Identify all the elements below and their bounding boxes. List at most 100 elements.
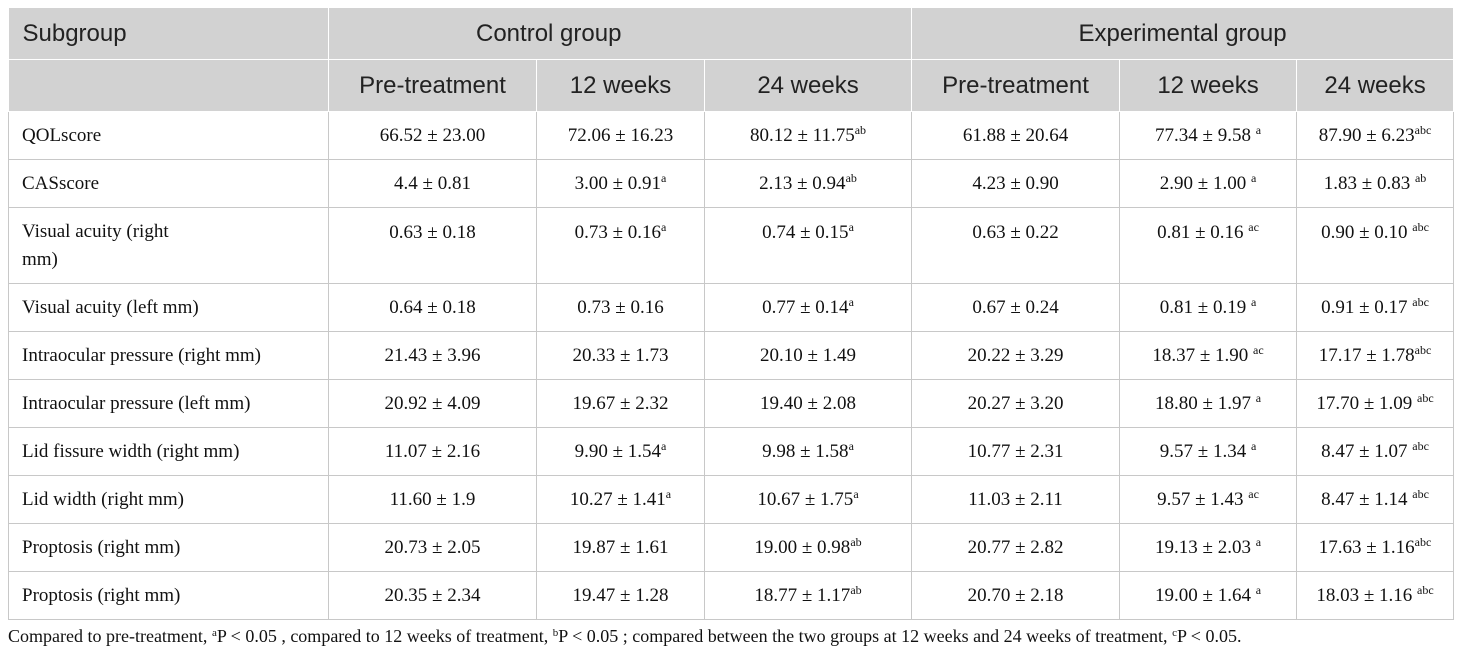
table-cell: 18.37 ± 1.90 ac — [1119, 331, 1298, 380]
cell-value: 19.00 ± 1.64 — [1155, 584, 1256, 606]
col-header-control-pre: Pre-treatment — [328, 59, 537, 112]
table-cell: 11.60 ± 1.9 — [328, 475, 537, 524]
cell-superscript: abc — [1417, 582, 1434, 597]
cell-value: 87.90 ± 6.23 — [1318, 124, 1415, 146]
cell-value: 77.34 ± 9.58 — [1155, 124, 1256, 146]
footnote-text: Compared to pre-treatment, — [8, 626, 212, 646]
table-row: Lid fissure width (right mm) 11.07 ± 2.16… — [8, 427, 1455, 476]
cell-value: 0.81 ± 0.16 — [1157, 222, 1249, 243]
table-row: QOLscore 66.52 ± 23.00 72.06 ± 16.23 80.12 … — [8, 111, 1455, 160]
table-cell: 0.81 ± 0.16 ac — [1119, 207, 1298, 284]
cell-value: 0.77 ± 0.14 — [762, 296, 849, 318]
cell-value: 18.37 ± 1.90 — [1152, 344, 1254, 366]
cell-value: 10.27 ± 1.41 — [569, 488, 666, 510]
table-cell: 0.91 ± 0.17 abc — [1296, 283, 1455, 332]
cell-value: 19.67 ± 2.32 — [572, 392, 669, 414]
cell-superscript: ab — [854, 122, 867, 137]
table-cell: 8.47 ± 1.07 abc — [1296, 427, 1455, 476]
footnote-sup: a — [211, 627, 217, 639]
cell-value: 66.52 ± 23.00 — [379, 124, 486, 146]
table-cell: 11.03 ± 2.11 — [911, 475, 1121, 524]
table-cell: 72.06 ± 16.23 — [536, 111, 705, 160]
table-cell: 0.63 ± 0.18 — [328, 207, 537, 284]
cell-value: 9.90 ± 1.54 — [574, 440, 662, 462]
header-blank-cell — [8, 59, 329, 112]
header-row-groups: Subgroup Control group Experimental grou… — [8, 8, 1455, 60]
table-cell: 4.23 ± 0.90 — [911, 159, 1121, 208]
table-cell: 80.12 ± 11.75ab — [703, 111, 913, 160]
table-cell: 17.17 ± 1.78abc — [1296, 331, 1455, 380]
table-cell: 18.80 ± 1.97 a — [1119, 379, 1298, 428]
cell-superscript: abc — [1414, 342, 1432, 357]
table-row: Visual acuity (right mm) 0.63 ± 0.18 0.73 … — [8, 207, 1455, 284]
table-cell: 20.10 ± 1.49 — [703, 331, 913, 380]
cell-value: 0.63 ± 0.22 — [972, 222, 1059, 243]
col-header-control-24w: 24 weeks — [704, 59, 913, 112]
cell-value: 61.88 ± 20.64 — [962, 124, 1069, 146]
table-cell: 20.35 ± 2.34 — [328, 571, 537, 620]
cell-superscript: ac — [1253, 342, 1264, 357]
cell-value: 20.73 ± 2.05 — [384, 536, 481, 558]
cell-value: 4.23 ± 0.90 — [972, 172, 1059, 194]
table-cell: 20.70 ± 2.18 — [911, 571, 1121, 620]
cell-superscript: ab — [1414, 170, 1427, 185]
cell-value: 9.57 ± 1.43 — [1157, 488, 1249, 510]
table-row: Proptosis (right mm) 20.73 ± 2.05 19.87 ± … — [8, 523, 1455, 572]
table-cell: 19.13 ± 2.03 a — [1119, 523, 1298, 572]
col-header-exp-12w: 12 weeks — [1119, 59, 1298, 112]
cell-superscript: ab — [845, 170, 857, 185]
row-label: CASscore — [8, 159, 329, 208]
cell-value: 9.98 ± 1.58 — [762, 440, 849, 462]
cell-value: 18.77 ± 1.17 — [754, 584, 851, 606]
table-cell: 0.73 ± 0.16 — [536, 283, 705, 332]
cell-superscript: ac — [1248, 220, 1259, 234]
cell-value: 72.06 ± 16.23 — [567, 124, 674, 146]
col-header-exp-24w: 24 weeks — [1296, 59, 1455, 112]
table-cell: 20.22 ± 3.29 — [911, 331, 1121, 380]
cell-value: 0.73 ± 0.16 — [577, 296, 664, 318]
cell-value: 19.13 ± 2.03 — [1155, 536, 1256, 558]
row-label: Intraocular pressure (left mm) — [8, 379, 329, 428]
cell-superscript: a — [661, 170, 667, 185]
cell-value: 19.87 ± 1.61 — [572, 536, 669, 558]
cell-value: 19.40 ± 2.08 — [760, 392, 856, 414]
cell-superscript: ab — [850, 534, 862, 549]
cell-value: 1.83 ± 0.83 — [1323, 172, 1415, 194]
col-header-control-12w: 12 weeks — [536, 59, 705, 112]
results-table: Subgroup Control group Experimental grou… — [8, 8, 1455, 620]
cell-value: 4.4 ± 0.81 — [394, 172, 471, 194]
table-cell: 21.43 ± 3.96 — [328, 331, 537, 380]
table-footnote: Compared to pre-treatment, aP < 0.05 , c… — [8, 626, 1241, 647]
cell-superscript: a — [665, 486, 672, 501]
cell-superscript: a — [661, 220, 667, 234]
table-cell: 19.87 ± 1.61 — [536, 523, 705, 572]
row-label: Proptosis (right mm) — [8, 523, 329, 572]
cell-value: 0.90 ± 0.10 — [1321, 222, 1413, 243]
table-cell: 20.27 ± 3.20 — [911, 379, 1121, 428]
footnote-sup: b — [552, 627, 559, 639]
table-cell: 66.52 ± 23.00 — [328, 111, 537, 160]
cell-superscript: abc — [1414, 122, 1432, 137]
cell-value: 18.80 ± 1.97 — [1155, 392, 1256, 414]
table-cell: 9.57 ± 1.34 a — [1119, 427, 1298, 476]
row-label: Lid fissure width (right mm) — [8, 427, 329, 476]
table-cell: 19.67 ± 2.32 — [536, 379, 705, 428]
cell-superscript: a — [848, 220, 854, 234]
row-label: Visual acuity (left mm) — [8, 283, 329, 332]
cell-value: 20.70 ± 2.18 — [967, 584, 1064, 606]
table-cell: 17.70 ± 1.09 abc — [1296, 379, 1455, 428]
cell-superscript: abc — [1412, 294, 1429, 309]
cell-value: 20.35 ± 2.34 — [384, 584, 481, 606]
table-cell: 19.00 ± 1.64 a — [1119, 571, 1298, 620]
table-cell: 20.77 ± 2.82 — [911, 523, 1121, 572]
cell-value: 0.74 ± 0.15 — [762, 222, 849, 243]
cell-value: 2.13 ± 0.94 — [759, 172, 846, 194]
cell-superscript: ab — [850, 582, 862, 597]
experimental-group-header: Experimental group — [911, 8, 1455, 60]
table-cell: 9.98 ± 1.58a — [703, 427, 913, 476]
table-cell: 0.90 ± 0.10 abc — [1296, 207, 1455, 284]
table-cell: 4.4 ± 0.81 — [328, 159, 537, 208]
table-cell: 0.67 ± 0.24 — [911, 283, 1121, 332]
table-cell: 18.77 ± 1.17ab — [703, 571, 913, 620]
table-row: Lid width (right mm) 11.60 ± 1.9 10.27 ± 1… — [8, 475, 1455, 524]
